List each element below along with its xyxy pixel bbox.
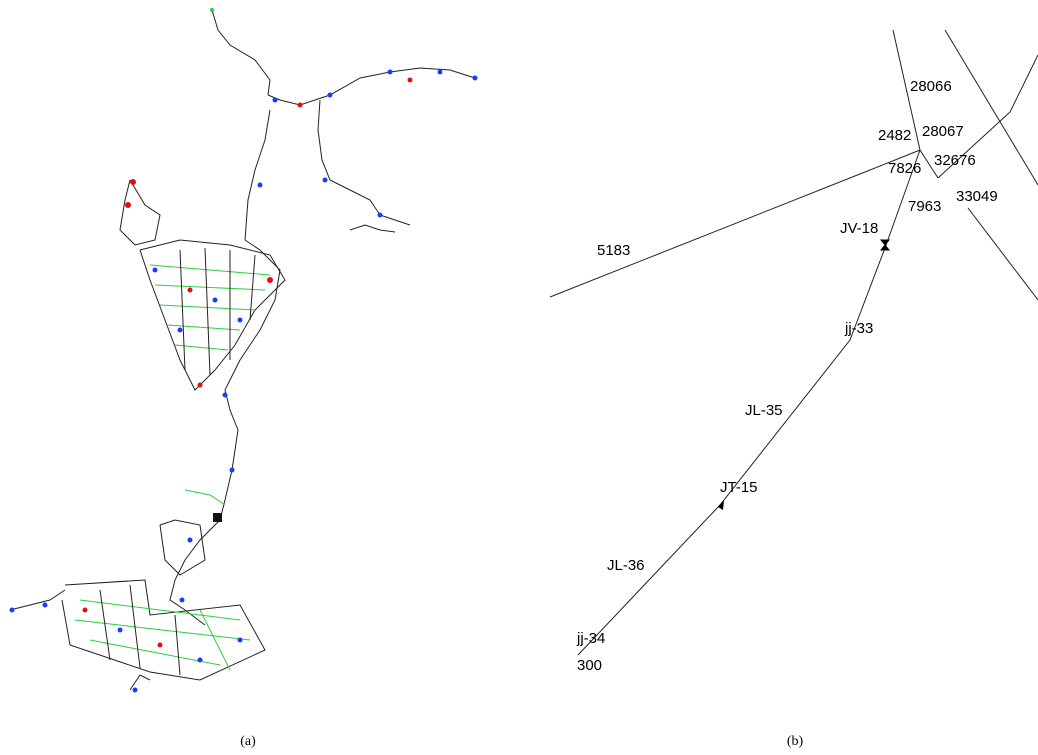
node-label: 33049	[956, 188, 998, 205]
node-label: 5183	[597, 242, 630, 259]
figure-canvas: (a) 28066 2482 28067 7826 32676 7963 330…	[0, 0, 1038, 755]
node-label: jj-34	[576, 630, 605, 647]
node-label: 2482	[878, 127, 911, 144]
node-label: 7963	[908, 198, 941, 215]
node-label: jj-33	[844, 320, 873, 337]
node-label: JL-36	[607, 557, 645, 574]
node-label: 28067	[922, 123, 964, 140]
panel-caption: (b)	[787, 734, 804, 749]
node-labels: 28066 2482 28067 7826 32676 7963 33049 J…	[576, 78, 998, 674]
panel-caption: (a)	[240, 734, 256, 749]
node-label: JT-15	[720, 479, 758, 496]
node-label: 7826	[888, 160, 921, 177]
node-label: 28066	[910, 78, 952, 95]
node-label: JL-35	[745, 402, 783, 419]
node-label: 300	[577, 657, 602, 674]
node-label: 32676	[934, 152, 976, 169]
network-map-a	[10, 8, 478, 693]
node-label: JV-18	[840, 220, 878, 237]
figure: (a) 28066 2482 28067 7826 32676 7963 330…	[0, 0, 1038, 755]
